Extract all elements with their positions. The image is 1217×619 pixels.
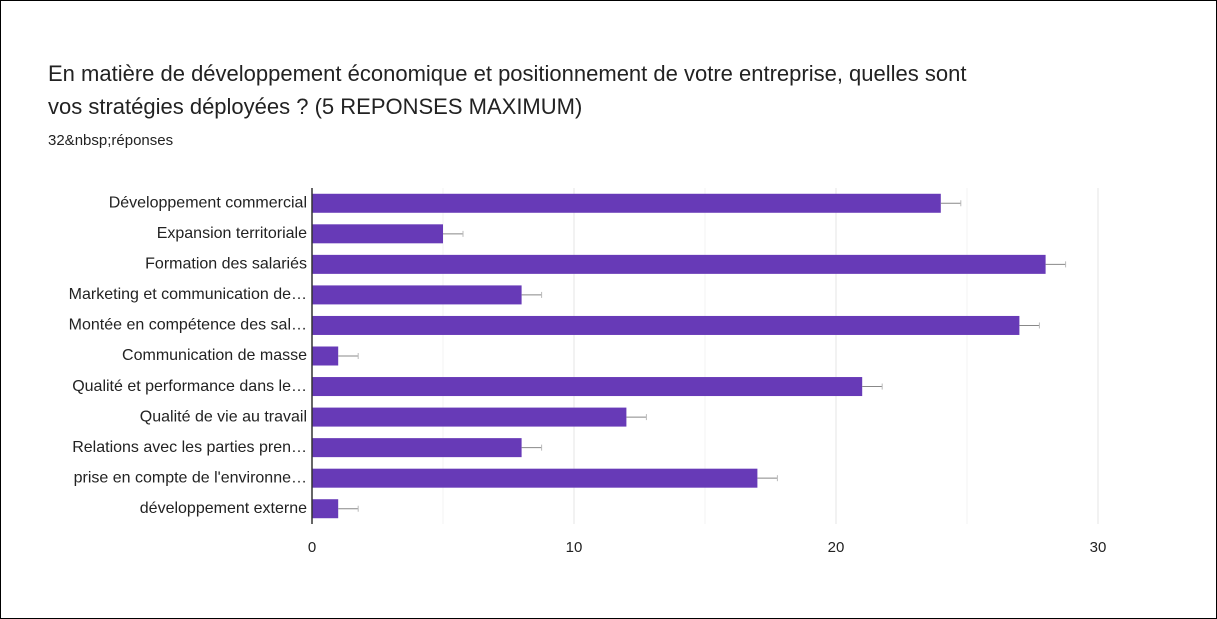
y-tick-label: Qualité de vie au travail: [140, 408, 307, 425]
bar: [312, 438, 522, 458]
y-tick-label: développement externe: [140, 500, 307, 517]
chart-subtitle: 32&nbsp;réponses: [48, 132, 173, 149]
bar: [312, 224, 443, 244]
y-tick-label: prise en compte de l'environne…: [74, 469, 307, 486]
bar: [312, 315, 1020, 335]
bar: [312, 468, 758, 488]
y-tick-label: Montée en compétence des sal…: [69, 317, 307, 334]
bar: [312, 285, 522, 305]
x-tick-label: 20: [828, 539, 845, 556]
x-tick-label: 30: [1090, 539, 1107, 556]
y-tick-label: Qualité et performance dans le…: [72, 378, 307, 395]
x-tick-label: 10: [566, 539, 583, 556]
bar: [312, 407, 627, 427]
bar: [312, 254, 1046, 274]
y-tick-label: Formation des salariés: [145, 256, 307, 273]
y-tick-label: Marketing et communication de…: [69, 286, 307, 303]
bar: [312, 346, 339, 366]
y-tick-label: Expansion territoriale: [157, 225, 307, 242]
chart-title: En matière de développement économique e…: [48, 61, 966, 86]
y-tick-label: Développement commercial: [109, 194, 307, 211]
bar: [312, 377, 863, 397]
x-tick-label: 0: [308, 539, 316, 556]
bar: [312, 193, 941, 213]
bar: [312, 499, 339, 519]
y-tick-label: Communication de masse: [122, 347, 307, 364]
chart-title: vos stratégies déployées ? (5 REPONSES M…: [48, 94, 582, 119]
y-tick-label: Relations avec les parties pren…: [72, 439, 307, 456]
